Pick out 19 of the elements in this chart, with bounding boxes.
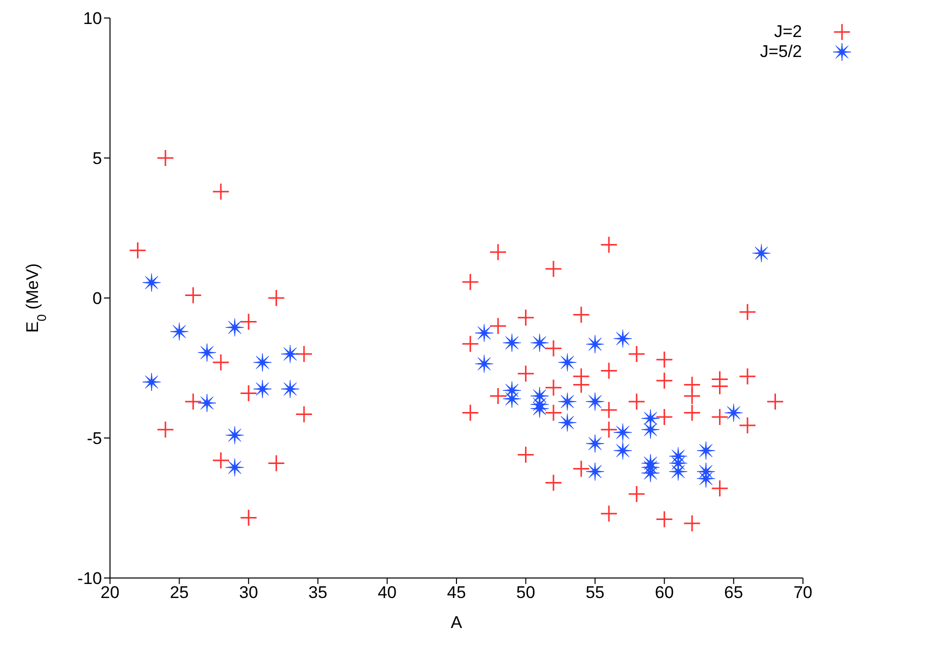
legend-label: J=2 <box>774 22 802 42</box>
y-tick-label: -10 <box>77 569 102 588</box>
x-axis-title: A <box>450 613 463 632</box>
x-tick-label: 55 <box>586 583 605 602</box>
x-tick-label: 60 <box>654 583 674 602</box>
x-tick-label: 35 <box>308 583 328 602</box>
y-tick-label: 5 <box>92 149 102 168</box>
y-tick-label: 0 <box>92 289 102 308</box>
x-tick-label: 65 <box>724 583 744 602</box>
x-tick-label: 25 <box>170 583 189 602</box>
y-tick-label: -5 <box>86 429 102 448</box>
x-tick-label: 70 <box>793 583 812 602</box>
x-tick-label: 40 <box>378 583 397 602</box>
y-tick-label: 10 <box>83 9 102 28</box>
x-tick-label: 50 <box>516 583 536 602</box>
x-tick-label: 45 <box>447 583 466 602</box>
legend-label: J=5/2 <box>760 42 802 62</box>
x-tick-label: 20 <box>100 583 120 602</box>
x-tick-label: 30 <box>239 583 258 602</box>
